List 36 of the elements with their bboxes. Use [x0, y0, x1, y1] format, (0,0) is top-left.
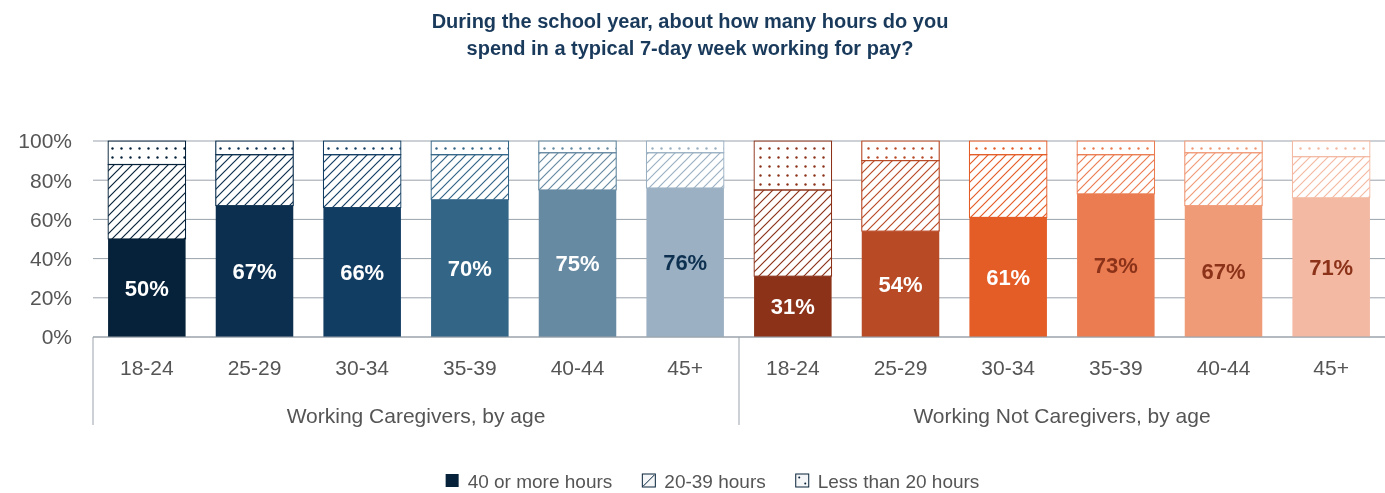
data-label: 71% [1309, 255, 1354, 281]
y-tick-label: 100% [18, 129, 72, 153]
y-tick-label: 0% [41, 325, 72, 349]
data-label: 54% [878, 271, 923, 297]
x-tick-label: 25-29 [873, 356, 928, 379]
x-tick-label: 30-34 [335, 356, 390, 379]
x-tick-label: 35-39 [442, 356, 497, 379]
legend-label: Less than 20 hours [817, 470, 980, 492]
y-tick-label: 80% [29, 168, 72, 192]
x-tick-label: 35-39 [1088, 356, 1143, 379]
data-label: 70% [447, 256, 492, 282]
chart-title: During the school year, about how many hours do you spend in a typical 7-day week working for pay? [431, 10, 949, 59]
x-tick-label: 18-24 [765, 356, 820, 379]
data-label: 61% [986, 264, 1031, 290]
data-label: 31% [770, 294, 815, 320]
data-label: 66% [340, 260, 385, 286]
text: Working Caregivers, by age [286, 404, 546, 427]
data-label: 67% [232, 259, 277, 285]
data-label: 75% [555, 251, 600, 277]
x-tick-label: 30-34 [981, 356, 1036, 379]
data-label: 50% [124, 275, 169, 301]
y-tick-label: 60% [29, 207, 72, 231]
y-tick-label: 20% [29, 286, 72, 310]
data-label: 73% [1093, 253, 1138, 279]
x-tick-label: 45+ [667, 356, 703, 379]
x-tick-label: 40-44 [550, 356, 605, 379]
legend-label: 20-39 hours [664, 470, 766, 492]
x-tick-label: 45+ [1313, 356, 1349, 379]
x-tick-label: 25-29 [227, 356, 282, 379]
x-tick-label: 18-24 [119, 356, 174, 379]
text: Working Not Caregivers, by age [913, 404, 1211, 427]
x-tick-label: 40-44 [1196, 356, 1251, 379]
y-tick-label: 40% [29, 246, 72, 270]
data-label: 76% [663, 250, 708, 276]
legend-label: 40 or more hours [467, 470, 613, 492]
data-label: 67% [1201, 259, 1246, 285]
